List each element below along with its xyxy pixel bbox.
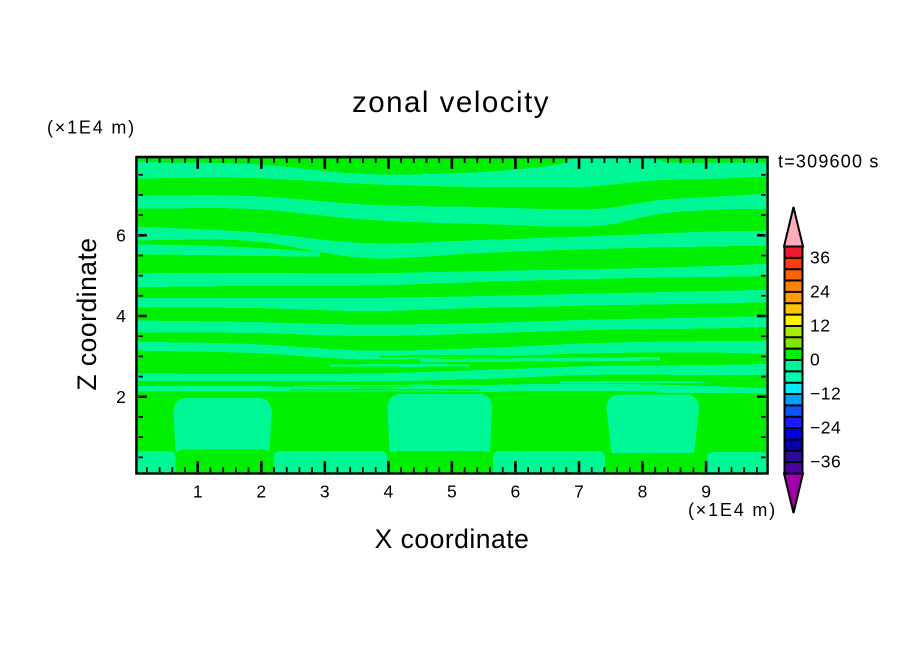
svg-text:24: 24: [810, 282, 830, 302]
svg-text:2: 2: [116, 387, 126, 407]
svg-text:(×1E4 m): (×1E4 m): [47, 118, 136, 138]
svg-text:−36: −36: [810, 452, 841, 472]
svg-text:5: 5: [447, 482, 457, 502]
svg-text:−12: −12: [810, 384, 841, 404]
svg-text:−24: −24: [810, 418, 841, 438]
svg-text:12: 12: [810, 316, 830, 336]
svg-text:2: 2: [256, 482, 266, 502]
svg-text:t=309600 s: t=309600 s: [778, 152, 880, 172]
svg-text:(×1E4 m): (×1E4 m): [688, 500, 777, 520]
svg-text:7: 7: [574, 482, 584, 502]
svg-text:3: 3: [320, 482, 330, 502]
svg-text:4: 4: [116, 306, 126, 326]
svg-text:6: 6: [511, 482, 521, 502]
svg-text:1: 1: [193, 482, 203, 502]
svg-text:zonal velocity: zonal velocity: [352, 86, 550, 119]
svg-text:4: 4: [384, 482, 394, 502]
svg-text:Z coordinate: Z coordinate: [72, 237, 102, 390]
svg-text:9: 9: [701, 482, 711, 502]
svg-text:8: 8: [638, 482, 648, 502]
svg-text:36: 36: [810, 248, 830, 268]
svg-text:X coordinate: X coordinate: [375, 524, 530, 554]
svg-text:0: 0: [810, 350, 820, 370]
svg-text:6: 6: [116, 226, 126, 246]
